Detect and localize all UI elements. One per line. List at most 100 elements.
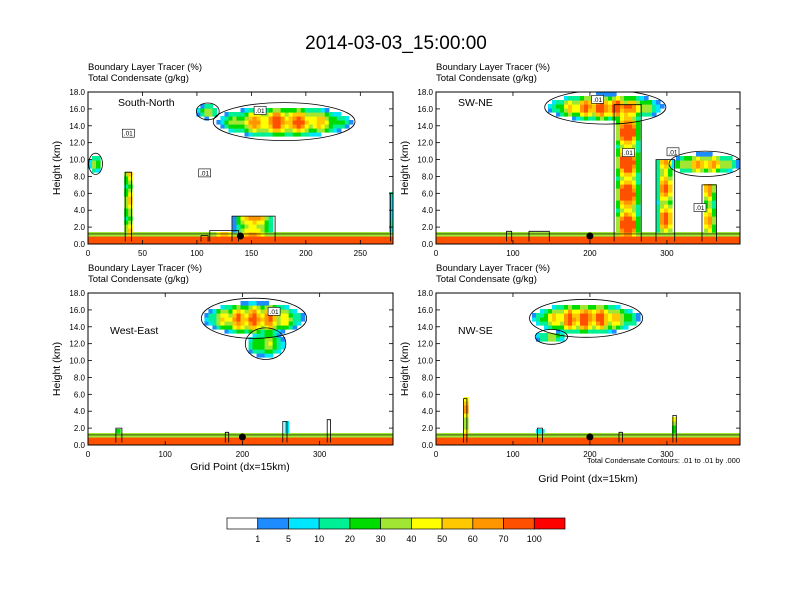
x-tick-label: 300: [660, 249, 674, 258]
tracer-cell: [552, 104, 557, 109]
tracer-cell: [736, 160, 740, 165]
tracer-cell: [684, 236, 689, 241]
tracer-cell: [624, 96, 629, 101]
tracer-cell: [300, 108, 306, 113]
tracer-cell: [464, 437, 469, 442]
tracer-cell: [700, 168, 705, 173]
tracer-cell: [168, 433, 173, 438]
tracer-cell: [300, 128, 306, 133]
tracer-cell: [144, 441, 149, 445]
tracer-cell: [224, 433, 230, 438]
tracer-cell: [596, 433, 601, 438]
tracer-cell: [692, 232, 697, 237]
tracer-cell: [264, 333, 270, 338]
tracer-cell: [668, 228, 673, 233]
tracer-cell: [616, 132, 621, 137]
tracer-cell: [564, 437, 569, 442]
tracer-cell: [632, 116, 637, 121]
tracer-cell: [620, 140, 625, 145]
tracer-cell: [284, 321, 290, 326]
tracer-cell: [100, 240, 105, 244]
tracer-cell: [232, 309, 238, 314]
tracer-cell: [616, 176, 621, 181]
tracer-cell: [200, 433, 205, 438]
tracer-cell: [576, 321, 581, 326]
tracer-cell: [712, 212, 717, 217]
tracer-cell: [220, 325, 226, 330]
tracer-cell: [240, 321, 246, 326]
tracer-cell: [608, 329, 613, 334]
tracer-cell: [360, 240, 366, 244]
tracer-cell: [608, 321, 613, 326]
tracer-cell: [660, 188, 665, 193]
tracer-cell: [220, 120, 226, 125]
tracer-cell: [704, 212, 709, 217]
tracer-cell: [616, 136, 621, 141]
tracer-cell: [336, 240, 342, 244]
y-tick-label: 18.0: [69, 289, 85, 298]
x-axis-label: Grid Point (dx=15km): [190, 461, 290, 473]
tracer-cell: [652, 100, 657, 105]
tracer-cell: [516, 433, 521, 438]
tracer-cell: [292, 433, 298, 438]
tracer-cell: [104, 240, 109, 244]
tracer-cell: [232, 112, 238, 117]
tracer-cell: [636, 116, 641, 121]
tracer-cell: [688, 433, 693, 438]
tracer-cell: [624, 188, 629, 193]
tracer-cell: [472, 433, 477, 438]
tracer-cell: [168, 441, 173, 445]
tracer-cell: [260, 240, 266, 244]
y-tick-label: 4.0: [74, 206, 86, 215]
tracer-cell: [632, 212, 637, 217]
tracer-cell: [372, 437, 378, 442]
tracer-cell: [112, 240, 117, 244]
tracer-cell: [548, 232, 553, 237]
tracer-cell: [668, 168, 673, 173]
tracer-cell: [204, 104, 209, 109]
y-tick-label: 18.0: [69, 88, 85, 97]
tracer-cell: [308, 116, 314, 121]
tracer-cell: [664, 232, 669, 237]
tracer-cell: [484, 441, 489, 445]
tracer-cell: [524, 433, 529, 438]
tracer-cell: [616, 212, 621, 217]
tracer-cell: [696, 433, 701, 438]
tracer-cell: [648, 232, 653, 237]
tracer-cell: [576, 433, 581, 438]
tracer-cell: [372, 240, 378, 244]
tracer-cell: [316, 116, 322, 121]
tracer-cell: [668, 192, 673, 197]
tracer-cell: [248, 216, 254, 221]
tracer-cell: [692, 236, 697, 241]
tracer-cell: [164, 236, 169, 241]
tracer-cell: [240, 313, 246, 318]
tracer-cell: [468, 433, 473, 438]
tracer-cell: [288, 309, 294, 314]
tracer-cell: [684, 160, 689, 165]
tracer-cell: [320, 236, 326, 241]
tracer-cell: [312, 116, 318, 121]
tracer-cell: [268, 333, 274, 338]
tracer-cell: [700, 441, 705, 445]
tracer-cell: [448, 437, 453, 442]
tracer-cell: [112, 437, 117, 442]
tracer-cell: [664, 441, 669, 445]
tracer-cell: [280, 112, 286, 117]
tracer-cell: [584, 433, 589, 438]
tracer-cell: [288, 232, 294, 237]
tracer-cell: [300, 240, 306, 244]
condensate-contour: [196, 102, 220, 121]
tracer-cell: [320, 433, 326, 438]
tracer-cell: [236, 124, 242, 129]
tracer-cell: [336, 236, 342, 241]
tracer-cell: [580, 104, 585, 109]
colorbar-swatch: [226, 517, 259, 530]
tracer-cell: [152, 437, 157, 442]
tracer-cell: [508, 240, 513, 244]
tracer-cell: [584, 108, 589, 113]
tracer-cell: [620, 220, 625, 225]
tracer-cell: [632, 124, 637, 129]
tracer-cell: [536, 321, 541, 326]
tracer-cell: [296, 437, 302, 442]
